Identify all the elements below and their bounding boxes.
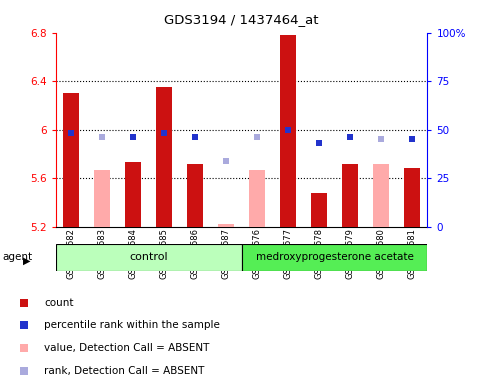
Text: medroxyprogesterone acetate: medroxyprogesterone acetate — [256, 252, 413, 262]
Bar — [404, 169, 420, 227]
Text: percentile rank within the sample: percentile rank within the sample — [44, 320, 220, 331]
Text: rank, Detection Call = ABSENT: rank, Detection Call = ABSENT — [44, 366, 205, 376]
Bar — [218, 224, 234, 227]
Text: control: control — [129, 252, 168, 262]
Bar — [156, 87, 172, 227]
Text: agent: agent — [2, 252, 32, 262]
Bar — [242, 244, 427, 271]
Bar — [342, 164, 358, 227]
Bar — [311, 193, 327, 227]
Bar — [94, 170, 110, 227]
Bar — [187, 164, 203, 227]
Bar — [373, 164, 389, 227]
Bar — [280, 35, 296, 227]
Text: GDS3194 / 1437464_at: GDS3194 / 1437464_at — [164, 13, 319, 26]
Text: ▶: ▶ — [23, 255, 30, 265]
Bar — [125, 162, 141, 227]
Bar — [56, 244, 242, 271]
Text: value, Detection Call = ABSENT: value, Detection Call = ABSENT — [44, 343, 210, 353]
Text: count: count — [44, 298, 74, 308]
Bar — [63, 93, 79, 227]
Bar — [249, 170, 265, 227]
